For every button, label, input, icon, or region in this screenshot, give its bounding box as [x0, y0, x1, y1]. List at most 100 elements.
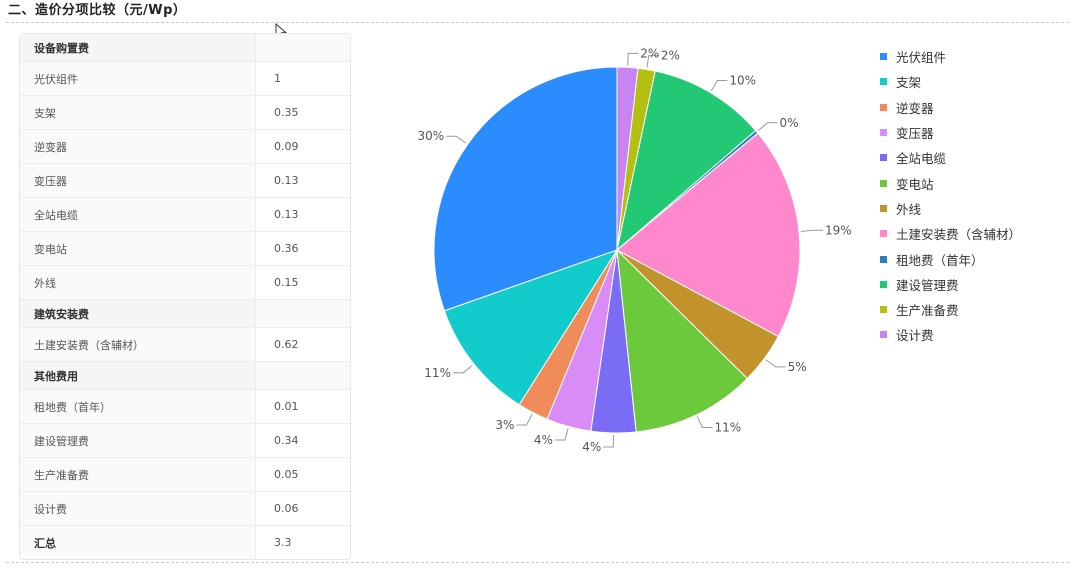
row-label: 其他费用 [20, 362, 256, 389]
table-row: 光伏组件 1 [20, 62, 350, 96]
legend-label: 生产准备费 [896, 303, 959, 319]
legend-item[interactable]: 建设管理费 [880, 272, 1021, 297]
pie-slice[interactable] [616, 132, 801, 338]
row-label: 生产准备费 [20, 458, 256, 491]
row-label: 全站电缆 [20, 198, 256, 231]
row-label: 逆变器 [20, 130, 256, 163]
legend-label: 变压器 [896, 126, 934, 142]
table-group-row: 其他费用 [20, 362, 350, 390]
table-row: 外线 0.15 [20, 266, 350, 300]
table-group-row: 设备购置费 [20, 34, 350, 62]
legend-item[interactable]: 光伏组件 [880, 44, 1021, 69]
legend-swatch-icon [880, 306, 887, 314]
label-leader-line [646, 55, 659, 68]
label-leader-line [765, 359, 786, 368]
table-row: 建设管理费 0.34 [20, 424, 350, 458]
row-value: 0.34 [274, 434, 299, 447]
legend-swatch-icon [880, 204, 887, 212]
legend-label: 变电站 [896, 176, 934, 192]
legend-item[interactable]: 变压器 [880, 120, 1021, 145]
pie-percent-label: 11% [714, 420, 741, 434]
row-value: 0.06 [274, 502, 299, 515]
pie-slice[interactable] [443, 249, 619, 406]
legend-item[interactable]: 租地费（首年） [880, 246, 1021, 271]
pie-percent-label: 19% [825, 223, 852, 237]
label-leader-line [627, 52, 639, 66]
legend-label: 支架 [896, 75, 922, 91]
table-row: 设计费 0.06 [20, 492, 350, 526]
legend-label: 租地费（首年） [896, 252, 984, 268]
row-value: 0.62 [274, 338, 299, 351]
table-group-row: 建筑安装费 [20, 300, 350, 328]
row-label: 光伏组件 [20, 62, 256, 95]
label-leader-line [516, 414, 533, 426]
row-label: 外线 [20, 266, 256, 299]
legend-swatch-icon [880, 103, 887, 111]
row-label: 设计费 [20, 492, 256, 525]
pie-slice[interactable] [616, 70, 757, 252]
pie-percent-label: 11% [424, 366, 451, 380]
label-leader-line [801, 229, 824, 232]
pie-percent-label: 5% [788, 360, 807, 374]
legend-label: 全站电缆 [896, 151, 947, 167]
table-row: 变电站 0.36 [20, 232, 350, 266]
row-value: 0.35 [274, 106, 299, 119]
legend-label: 土建安装费（含辅材） [896, 227, 1022, 243]
pie-percent-label: 4% [534, 433, 553, 447]
legend-label: 光伏组件 [896, 50, 947, 66]
pie-percent-label: 0% [779, 116, 798, 130]
legend-swatch-icon [880, 255, 887, 263]
legend-item[interactable]: 土建安装费（含辅材） [880, 221, 1021, 246]
row-value [256, 362, 350, 389]
row-value: 0.13 [274, 174, 299, 187]
legend-swatch-icon [880, 179, 887, 187]
label-leader-line [452, 364, 473, 374]
row-label: 土建安装费（含辅材） [20, 328, 256, 361]
legend-label: 外线 [896, 201, 922, 217]
pie-slice[interactable] [616, 248, 749, 433]
pie-percent-label: 4% [582, 440, 601, 454]
row-label: 建设管理费 [20, 424, 256, 457]
legend-item[interactable]: 全站电缆 [880, 145, 1021, 170]
table-total-row: 汇总 3.3 [20, 526, 350, 559]
label-leader-line [710, 80, 728, 92]
legend-label: 设计费 [896, 328, 934, 344]
table-row: 变压器 0.13 [20, 164, 350, 198]
label-leader-line [554, 428, 569, 441]
table-row: 土建安装费（含辅材） 0.62 [20, 328, 350, 362]
legend-swatch-icon [880, 78, 887, 86]
row-value: 0.05 [274, 468, 299, 481]
legend-item[interactable]: 外线 [880, 196, 1021, 221]
pie-slice[interactable] [616, 66, 639, 251]
section-title: 二、造价分项比较（元/Wp） [8, 3, 187, 18]
legend-item[interactable]: 支架 [880, 69, 1021, 94]
title-divider [6, 22, 1069, 23]
pie-percent-label: 2% [640, 46, 659, 60]
pie-percent-label: 2% [661, 49, 680, 63]
legend-swatch-icon [880, 331, 887, 339]
label-leader-line [446, 135, 467, 144]
pie-percent-label: 30% [418, 129, 445, 143]
legend-swatch-icon [880, 280, 887, 288]
row-label: 支架 [20, 96, 256, 129]
legend-item[interactable]: 生产准备费 [880, 297, 1021, 322]
table-row: 生产准备费 0.05 [20, 458, 350, 492]
row-value [256, 300, 350, 327]
legend-label: 建设管理费 [896, 277, 959, 293]
legend-item[interactable]: 逆变器 [880, 95, 1021, 120]
label-leader-line [757, 122, 778, 131]
row-value: 0.09 [274, 140, 299, 153]
table-row: 支架 0.35 [20, 96, 350, 130]
pie-slice[interactable] [433, 66, 618, 312]
table-row: 全站电缆 0.13 [20, 198, 350, 232]
row-value: 0.15 [274, 276, 299, 289]
row-value: 3.3 [274, 536, 292, 549]
bottom-divider [6, 562, 1069, 563]
legend-swatch-icon [880, 154, 887, 162]
legend-item[interactable]: 变电站 [880, 170, 1021, 195]
pie-percent-label: 10% [729, 74, 756, 88]
chart-legend: 光伏组件支架逆变器变压器全站电缆变电站外线土建安装费（含辅材） 租地费（首年） 建设… [880, 44, 1021, 348]
legend-item[interactable]: 设计费 [880, 322, 1021, 347]
cost-breakdown-table: 设备购置费 光伏组件 1 支架 0.35 逆变器 0.09 变压器 0.13 全站电缆 0.13 变电… [19, 33, 351, 560]
